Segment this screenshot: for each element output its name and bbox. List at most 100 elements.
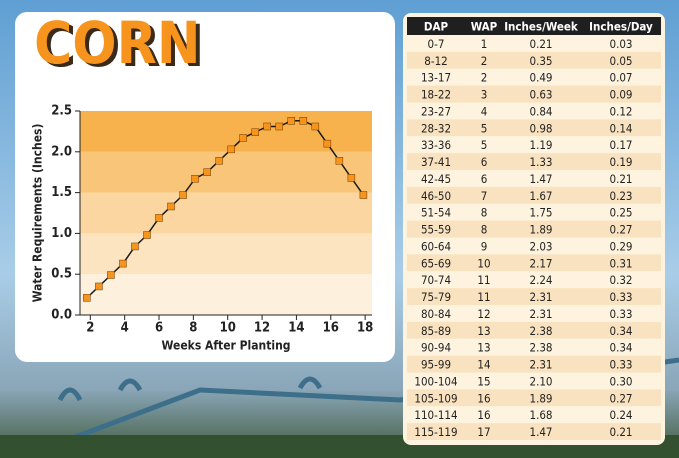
table-cell: 18-22 <box>421 88 451 102</box>
x-tick-label: 14 <box>288 321 304 336</box>
table-cell: 0.33 <box>609 307 632 321</box>
table-cell: 33-36 <box>421 138 451 152</box>
table-cell: 0.14 <box>609 121 632 135</box>
x-tick-label: 18 <box>357 321 373 336</box>
marker <box>83 294 91 302</box>
table-header: WAP <box>471 20 498 34</box>
band <box>80 274 372 315</box>
table-cell: 0.49 <box>529 71 552 85</box>
table-cell: 4 <box>481 104 488 118</box>
table-cell: 13 <box>477 341 490 355</box>
table-cell: 2 <box>481 71 488 85</box>
table-cell: 0.98 <box>529 121 552 135</box>
table-cell: 90-94 <box>421 341 451 355</box>
marker <box>203 168 211 176</box>
table-row-bg <box>407 254 661 272</box>
table-cell: 0.03 <box>609 37 632 51</box>
table-row-bg <box>407 406 661 424</box>
x-tick-label: 10 <box>220 321 236 336</box>
band <box>80 111 372 152</box>
marker <box>263 122 271 131</box>
table-cell: 105-109 <box>414 391 457 405</box>
heading: CORN <box>34 9 201 77</box>
marker <box>227 145 235 154</box>
table-cell: 16 <box>477 408 490 422</box>
table-cell: 2.38 <box>529 341 552 355</box>
table-cell: 1.33 <box>529 155 552 169</box>
table-cell: 17 <box>477 425 490 439</box>
x-tick-label: 2 <box>86 321 94 336</box>
table-cell: 2.03 <box>529 239 552 253</box>
table-cell: 0.27 <box>609 223 632 237</box>
table-cell: 95-99 <box>421 358 451 372</box>
x-axis-label: Weeks After Planting <box>162 339 291 353</box>
band <box>80 151 372 193</box>
table-cell: 28-32 <box>421 121 451 135</box>
table-cell: 13 <box>477 324 490 338</box>
table-row-bg <box>407 423 661 440</box>
table-cell: 0-7 <box>428 37 445 51</box>
table-cell: 13-17 <box>421 71 451 85</box>
table-cell: 100-104 <box>414 374 457 388</box>
marker <box>239 134 247 142</box>
marker <box>311 122 320 131</box>
marker <box>191 174 199 183</box>
y-axis-label: Water Requirements (Inches) <box>31 124 45 303</box>
table-header: Inches/Week <box>504 20 579 34</box>
table-row-bg <box>407 186 661 204</box>
table-cell: 8 <box>481 206 488 220</box>
marker <box>107 271 115 279</box>
table-cell: 0.07 <box>609 71 632 85</box>
table-row-bg <box>407 372 661 390</box>
table-cell: 11 <box>477 290 490 304</box>
table-cell: 1.47 <box>529 172 552 186</box>
table-cell: 0.30 <box>609 374 632 388</box>
table-row-bg <box>407 389 661 407</box>
x-tick-label: 8 <box>189 321 197 336</box>
table-cell: 0.05 <box>609 54 632 68</box>
table-cell: 1.89 <box>529 391 552 405</box>
table-cell: 51-54 <box>421 206 451 220</box>
table-cell: 55-59 <box>421 223 451 237</box>
y-tick-label: 1.5 <box>51 185 72 200</box>
table-row-bg <box>407 85 661 103</box>
marker <box>323 139 332 148</box>
table-cell: 0.33 <box>609 358 632 372</box>
table-cell: 70-74 <box>421 273 451 287</box>
table-cell: 0.35 <box>529 54 552 68</box>
y-tick-label: 2.5 <box>51 104 72 119</box>
table-cell: 0.27 <box>609 391 632 405</box>
table-cell: 75-79 <box>421 290 451 304</box>
table-row-bg <box>407 305 661 322</box>
table-cell: 2.31 <box>529 290 552 304</box>
table-row-bg <box>407 237 661 255</box>
table-cell: 1.75 <box>529 206 552 220</box>
table-cell: 1.68 <box>529 408 552 422</box>
table-cell: 0.21 <box>529 37 552 51</box>
table-cell: 5 <box>481 138 488 152</box>
table-row-bg <box>407 355 661 373</box>
table-cell: 2.38 <box>529 324 552 338</box>
table-cell: 2.24 <box>529 273 552 287</box>
marker <box>299 117 308 125</box>
marker <box>251 128 259 136</box>
table-cell: 2.31 <box>529 358 552 372</box>
band <box>80 233 372 275</box>
marker <box>359 191 368 199</box>
marker <box>143 231 151 239</box>
table-cell: 85-89 <box>421 324 451 338</box>
table-cell: 8-12 <box>424 54 447 68</box>
x-tick-label: 6 <box>155 321 163 336</box>
table-row-bg <box>407 68 661 86</box>
table-cell: 65-69 <box>421 256 451 270</box>
table-cell: 0.25 <box>609 206 632 220</box>
y-tick-label: 0.0 <box>51 308 72 323</box>
table-cell: 115-119 <box>414 425 457 439</box>
table-cell: 110-114 <box>414 408 457 422</box>
table-cell: 0.19 <box>609 155 632 169</box>
table-header-bg <box>407 17 661 35</box>
marker <box>275 122 283 131</box>
table-cell: 3 <box>481 88 488 102</box>
marker <box>95 282 103 291</box>
